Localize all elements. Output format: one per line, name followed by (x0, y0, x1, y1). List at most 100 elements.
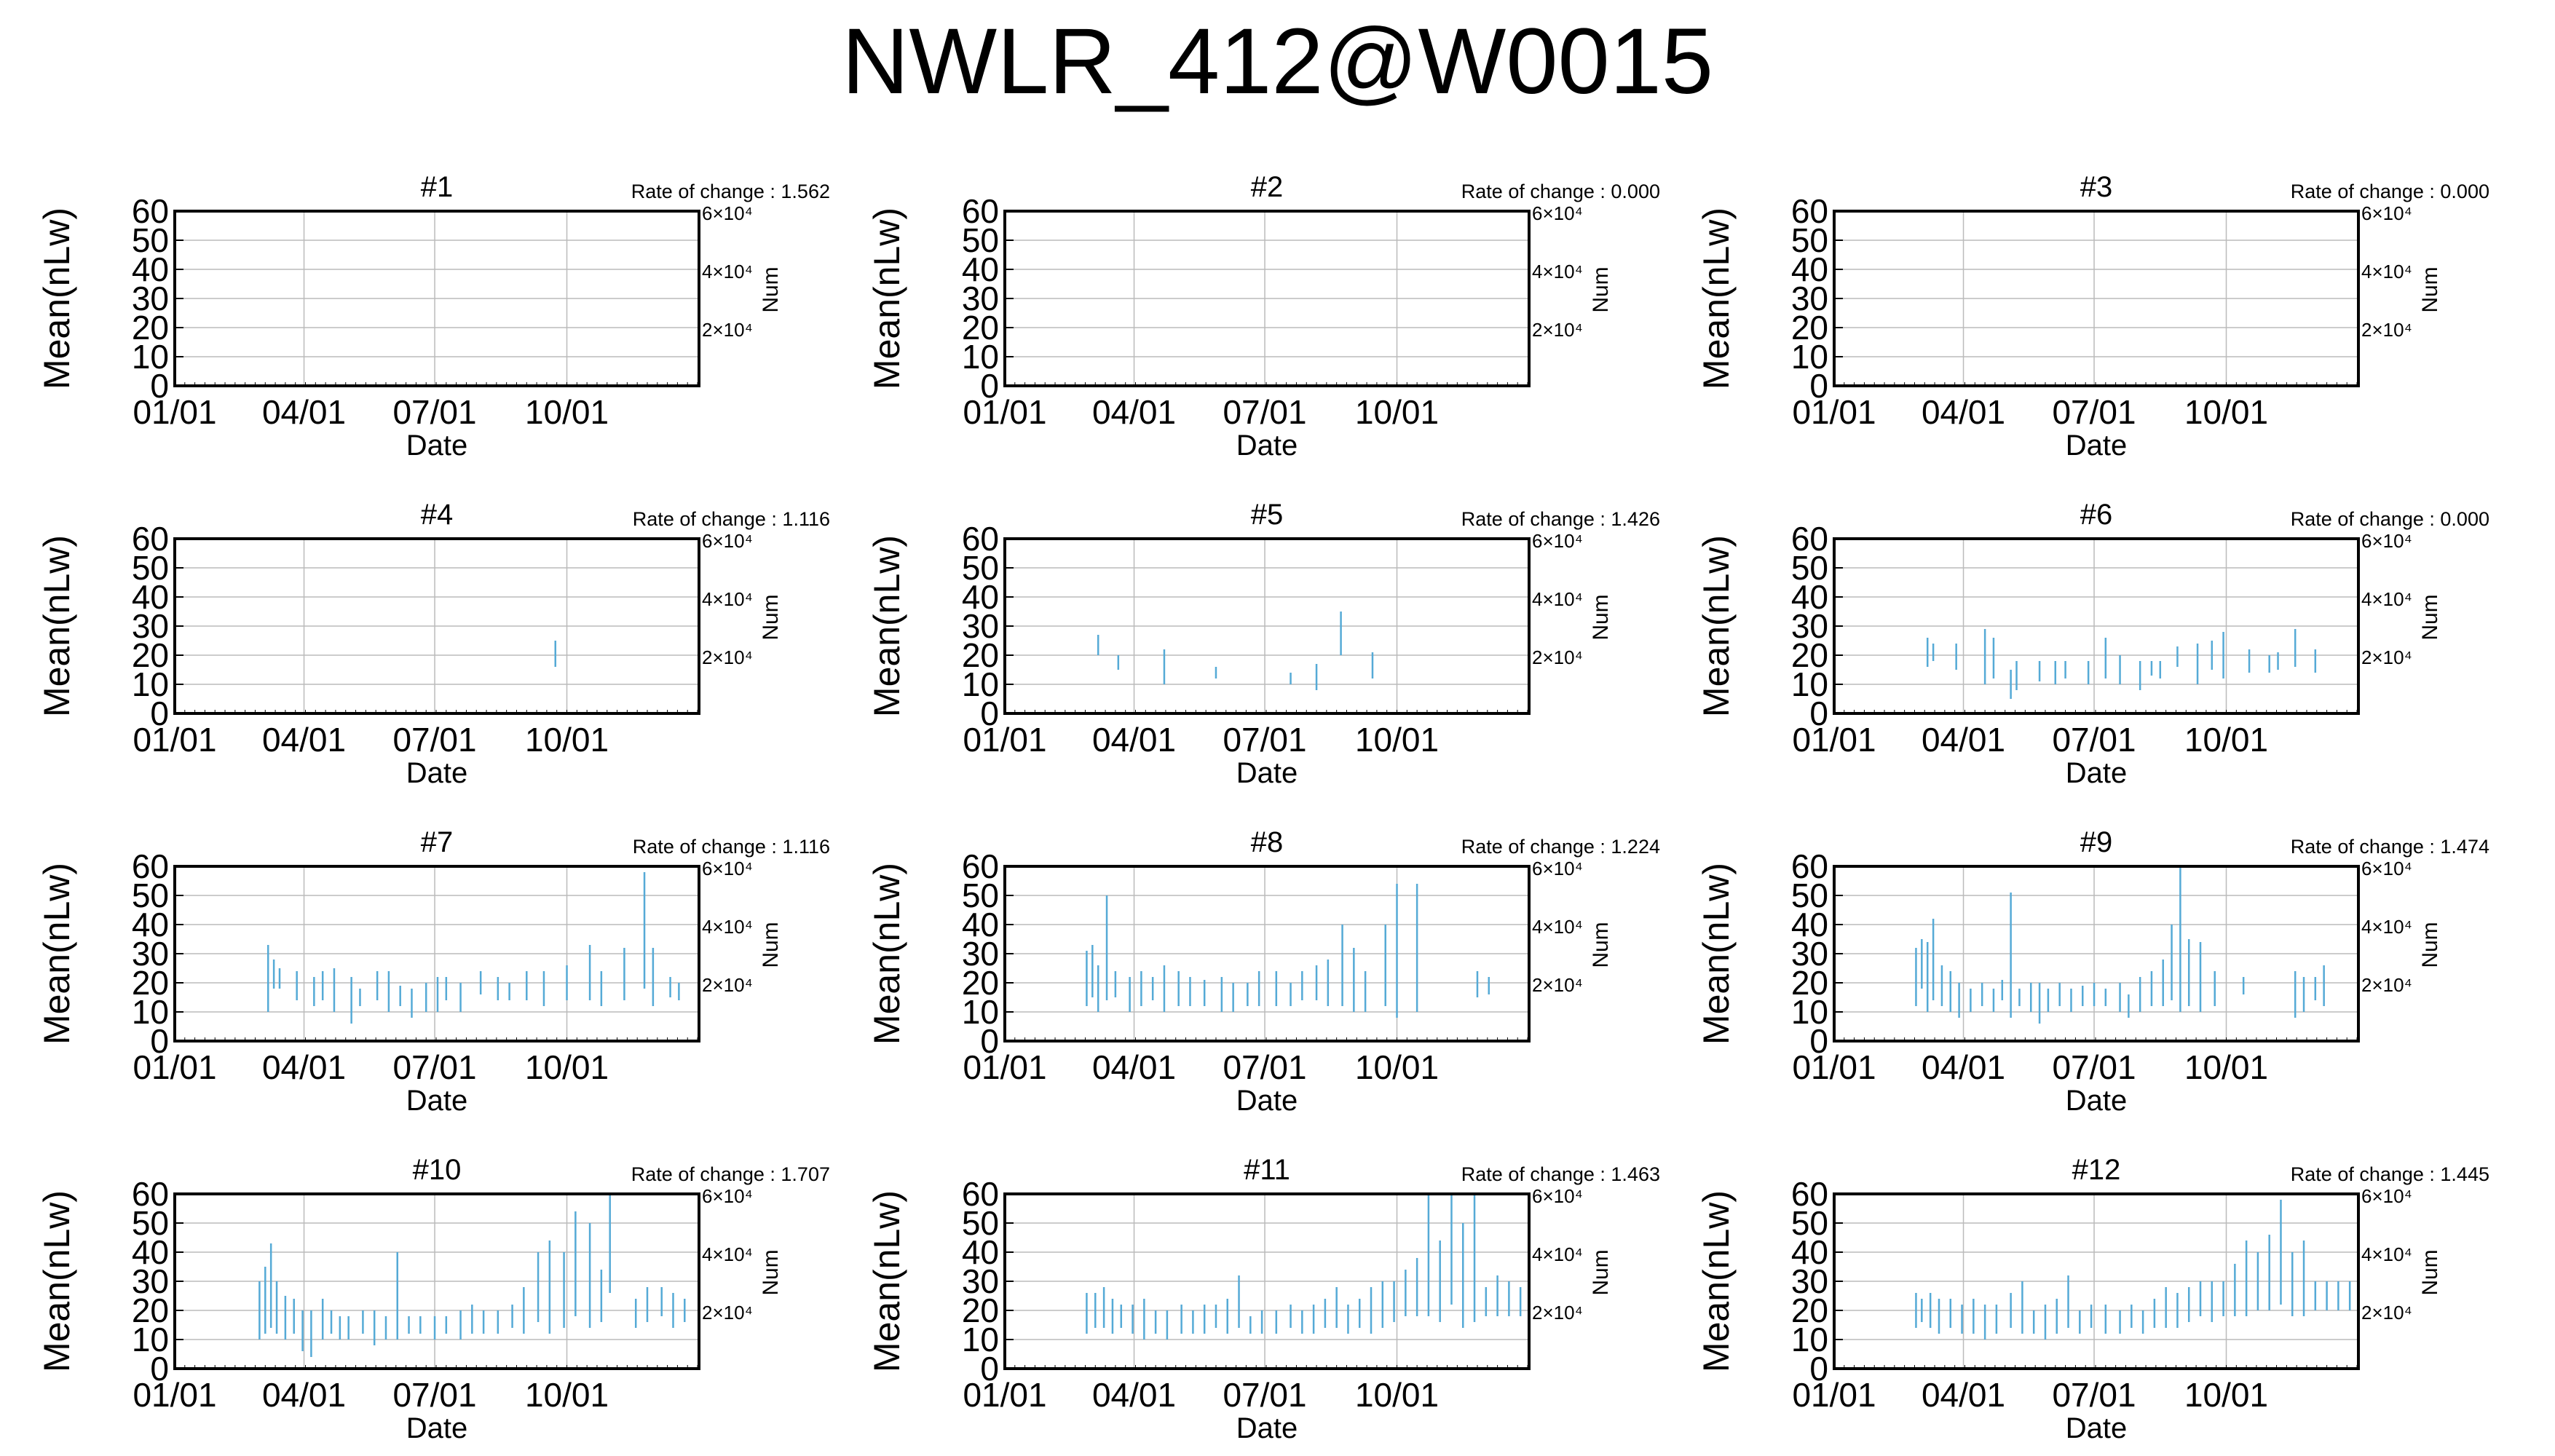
x-tick-label: 10/01 (1355, 393, 1439, 431)
x-tick-label: 07/01 (392, 393, 476, 431)
y-tick-label: 60 (132, 520, 169, 558)
x-tick-label: 10/01 (525, 1048, 609, 1086)
y-tick-label: 40 (962, 250, 999, 288)
y-tick-label: 30 (1791, 280, 1828, 317)
x-tick-label: 10/01 (1355, 1376, 1439, 1414)
x-tick-label: 04/01 (1092, 393, 1176, 431)
y2-tick-label: 6×10⁴ (702, 530, 753, 552)
rate-of-change-label: Rate of change : 1.474 (2291, 836, 2489, 858)
y-tick-label: 10 (132, 338, 169, 376)
y2-tick-label: 4×10⁴ (1532, 1243, 1583, 1265)
y-tick-label: 10 (132, 993, 169, 1031)
x-axis-label: Date (1236, 757, 1298, 789)
x-tick-label: 01/01 (963, 393, 1046, 431)
y-tick-label: 20 (962, 309, 999, 347)
x-tick-label: 01/01 (133, 393, 216, 431)
y-axis-label: Mean(nLw) (1696, 863, 1737, 1045)
y-axis-label: Mean(nLw) (36, 863, 77, 1045)
y-tick-label: 30 (962, 1262, 999, 1300)
x-tick-label: 01/01 (963, 721, 1046, 759)
panel-title: #5 (1251, 499, 1284, 531)
rate-of-change-label: Rate of change : 1.562 (631, 181, 830, 202)
y-tick-label: 30 (132, 280, 169, 317)
y2-tick-label: 4×10⁴ (2361, 1243, 2412, 1265)
y-tick-label: 0 (1809, 695, 1828, 732)
rate-of-change-label: Rate of change : 0.000 (2291, 508, 2489, 530)
y-tick-label: 40 (962, 906, 999, 943)
y-tick-label: 0 (980, 1022, 999, 1060)
y-axis-label: Mean(nLw) (866, 535, 907, 717)
y-tick-label: 0 (1809, 1350, 1828, 1388)
y-tick-label: 10 (1791, 338, 1828, 376)
rate-of-change-label: Rate of change : 1.116 (633, 508, 830, 530)
y-tick-label: 60 (1791, 847, 1828, 885)
y2-tick-label: 6×10⁴ (2361, 530, 2412, 552)
x-tick-label: 04/01 (1092, 1048, 1176, 1086)
y-tick-label: 60 (1791, 192, 1828, 230)
x-tick-label: 04/01 (262, 1048, 346, 1086)
panel-title: #12 (2072, 1154, 2121, 1186)
y2-tick-label: 6×10⁴ (1532, 202, 1583, 224)
y-tick-label: 60 (962, 192, 999, 230)
x-tick-label: 07/01 (392, 1376, 476, 1414)
panel-title: #3 (2080, 171, 2113, 203)
y-tick-label: 0 (980, 695, 999, 732)
y2-tick-label: 6×10⁴ (1532, 1185, 1583, 1207)
y2-tick-label: 2×10⁴ (702, 974, 753, 996)
y-tick-label: 10 (962, 665, 999, 703)
y2-axis-label: Num (2418, 266, 2442, 312)
y-tick-label: 50 (1791, 549, 1828, 587)
y2-tick-label: 2×10⁴ (1532, 1302, 1583, 1324)
y2-tick-label: 4×10⁴ (1532, 588, 1583, 610)
panel-title: #7 (421, 826, 454, 858)
y-tick-label: 10 (132, 665, 169, 703)
y-axis-label: Mean(nLw) (36, 535, 77, 717)
x-tick-label: 04/01 (1922, 393, 2005, 431)
x-tick-label: 07/01 (1223, 721, 1306, 759)
y-tick-label: 10 (962, 338, 999, 376)
y2-tick-label: 4×10⁴ (1532, 261, 1583, 282)
x-tick-label: 04/01 (1092, 1376, 1176, 1414)
y-tick-label: 50 (1791, 877, 1828, 914)
rate-of-change-label: Rate of change : 1.426 (1461, 508, 1660, 530)
panel-title: #2 (1251, 171, 1284, 203)
y-tick-label: 50 (132, 221, 169, 259)
y-tick-label: 30 (962, 935, 999, 973)
x-tick-label: 01/01 (1792, 393, 1876, 431)
y2-tick-label: 6×10⁴ (2361, 202, 2412, 224)
rate-of-change-label: Rate of change : 0.000 (2291, 181, 2489, 202)
y2-tick-label: 4×10⁴ (2361, 588, 2412, 610)
y-axis-label: Mean(nLw) (866, 863, 907, 1045)
x-axis-label: Date (406, 1412, 468, 1444)
y-axis-label: Mean(nLw) (36, 1190, 77, 1372)
y-tick-label: 20 (132, 1291, 169, 1329)
y-tick-label: 60 (962, 520, 999, 558)
y-tick-label: 30 (962, 607, 999, 645)
y2-axis-label: Num (759, 266, 783, 312)
x-tick-label: 10/01 (1355, 1048, 1439, 1086)
y-tick-label: 30 (1791, 1262, 1828, 1300)
y-axis-label: Mean(nLw) (1696, 535, 1737, 717)
y-tick-label: 50 (962, 221, 999, 259)
x-tick-label: 04/01 (1922, 1376, 2005, 1414)
y-tick-label: 50 (1791, 1204, 1828, 1242)
y-tick-label: 30 (132, 607, 169, 645)
x-axis-label: Date (2066, 430, 2128, 462)
panel-title: #4 (421, 499, 454, 531)
y2-tick-label: 2×10⁴ (2361, 319, 2412, 341)
figure-title: NWLR_412@W0015 (841, 9, 1714, 114)
panel-title: #1 (421, 171, 454, 203)
rate-of-change-label: Rate of change : 1.116 (633, 836, 830, 858)
panel-title: #9 (2080, 826, 2113, 858)
panel-title: #10 (413, 1154, 462, 1186)
y-tick-label: 0 (980, 1350, 999, 1388)
y2-tick-label: 4×10⁴ (702, 261, 753, 282)
y2-axis-label: Num (2418, 1249, 2442, 1295)
x-tick-label: 07/01 (2052, 1376, 2136, 1414)
y-tick-label: 30 (132, 1262, 169, 1300)
y-axis-label: Mean(nLw) (1696, 1190, 1737, 1372)
